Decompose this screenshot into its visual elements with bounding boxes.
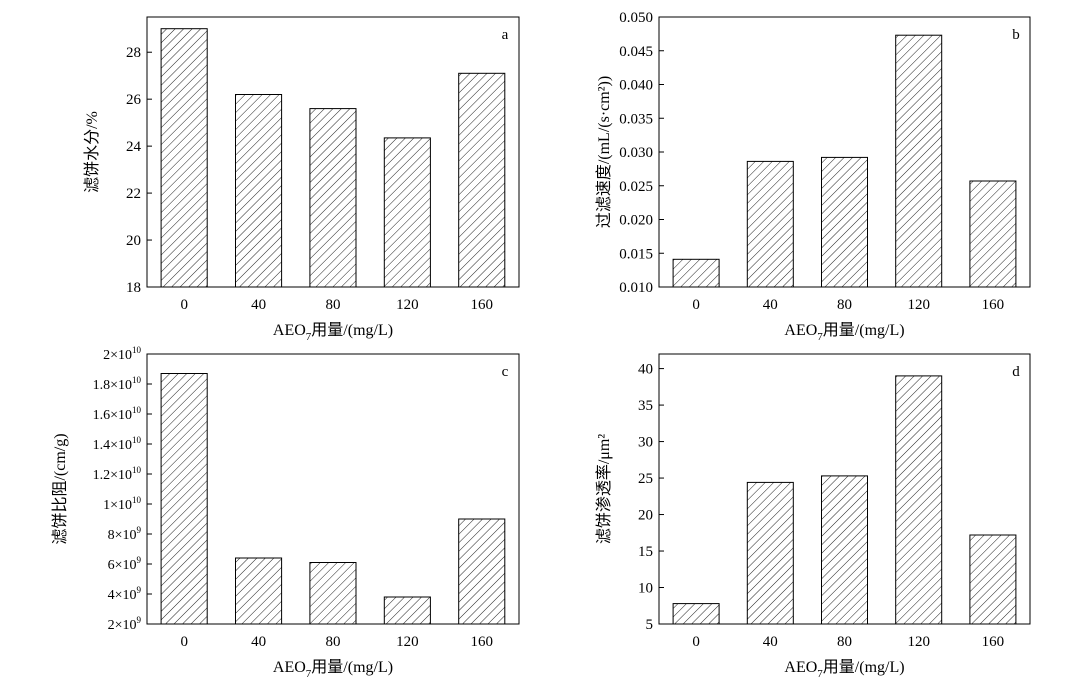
x-tick-label: 80 [326, 297, 341, 313]
x-tick-label: 120 [907, 297, 930, 313]
y-tick-label: 2×109 [108, 615, 142, 633]
y-tick-label: 1.6×1010 [93, 405, 142, 423]
panel-letter: d [1012, 364, 1020, 380]
y-tick-label: 0.050 [619, 10, 653, 26]
bar-40 [746, 160, 794, 288]
x-tick-label: 120 [396, 297, 419, 313]
bar-0 [672, 258, 720, 288]
bar-40 [746, 481, 794, 625]
y-tick-label: 0.020 [619, 213, 653, 229]
bar-80 [821, 156, 868, 288]
y-tick-label: 1.8×1010 [93, 375, 142, 393]
panel-c: c 0 40 80 120 160 2×109 4×109 6×109 8×109 1×1010 1.… [51, 345, 520, 680]
y-tick-label: 1.2×1010 [93, 465, 142, 483]
y-tick-label: 20 [638, 508, 653, 524]
y-tick-label: 40 [638, 362, 653, 378]
y-tick-label: 28 [126, 45, 141, 61]
panel-b: b 0 40 80 120 160 0.010 0.015 0.020 0.025 0.030 0.0… [595, 10, 1031, 343]
x-axis-label: AEO7用量/(mg/L) [784, 322, 904, 343]
y-tick-label: 1.4×1010 [93, 435, 142, 453]
bar-40 [235, 557, 283, 625]
y-tick-label: 0.015 [619, 246, 653, 262]
x-tick-label: 0 [180, 297, 188, 313]
x-axis-label: AEO7用量/(mg/L) [273, 322, 393, 343]
bar-160 [458, 72, 506, 288]
bar-40 [235, 94, 283, 288]
y-tick-label: 18 [126, 280, 141, 296]
panel-letter: c [502, 364, 509, 380]
y-tick-label: 0.030 [619, 145, 653, 161]
y-tick-label: 35 [638, 398, 653, 414]
x-tick-label: 160 [471, 634, 494, 650]
y-tick-label: 4×109 [108, 585, 142, 603]
x-tick-label: 80 [326, 634, 341, 650]
x-tick-label: 40 [251, 634, 266, 650]
y-tick-label: 0.045 [619, 44, 653, 60]
bar-120 [895, 34, 943, 288]
y-tick-label: 20 [126, 233, 141, 249]
bar-120 [383, 596, 431, 625]
y-axis-label: 滤饼水分/% [83, 111, 101, 193]
y-axis-label: 滤饼比阻/(cm/g) [51, 433, 69, 544]
bar-0 [160, 28, 208, 288]
bar-80 [821, 475, 868, 625]
y-tick-label: 10 [638, 581, 653, 597]
y-tick-label: 0.040 [619, 78, 653, 94]
y-axis-label: 过滤速度/(mL/(s·cm²)) [595, 76, 613, 228]
y-tick-label: 8×109 [108, 525, 142, 543]
x-tick-label: 80 [837, 297, 852, 313]
panel-letter: a [502, 27, 509, 43]
x-tick-label: 40 [763, 634, 778, 650]
bar-80 [309, 108, 357, 288]
y-tick-label: 5 [646, 617, 654, 633]
x-tick-label: 80 [837, 634, 852, 650]
y-tick-label: 0.010 [619, 280, 653, 296]
panel-d: d 0 40 80 120 160 5 10 15 20 25 30 35 40 AEO7用量/(mg/L)… [595, 353, 1031, 680]
x-tick-label: 0 [692, 297, 700, 313]
x-tick-label: 0 [180, 634, 188, 650]
x-tick-label: 160 [982, 297, 1005, 313]
x-tick-label: 160 [471, 297, 494, 313]
y-tick-label: 2×1010 [103, 345, 141, 363]
bar-0 [160, 373, 208, 625]
y-tick-label: 6×109 [108, 555, 142, 573]
x-tick-label: 120 [396, 634, 419, 650]
x-tick-label: 40 [763, 297, 778, 313]
x-tick-label: 0 [692, 634, 700, 650]
panel-a: a 0 40 80 120 160 18 20 22 24 26 28 AEO7用量/(mg/L) 滤饼水… [83, 16, 520, 343]
y-tick-label: 22 [126, 186, 141, 202]
y-tick-label: 24 [126, 139, 142, 155]
panel-letter: b [1012, 27, 1020, 43]
bar-80 [309, 562, 357, 625]
y-tick-label: 0.035 [619, 111, 653, 127]
y-tick-label: 26 [126, 92, 142, 108]
bar-0 [672, 603, 720, 625]
y-axis-label: 滤饼渗透率/μm² [595, 434, 613, 544]
x-axis-label: AEO7用量/(mg/L) [273, 659, 393, 680]
y-tick-label: 30 [638, 435, 653, 451]
x-axis-label: AEO7用量/(mg/L) [784, 659, 904, 680]
x-tick-label: 40 [251, 297, 266, 313]
bar-120 [383, 137, 431, 288]
bar-120 [895, 375, 943, 625]
y-tick-label: 1×1010 [103, 495, 141, 513]
y-tick-label: 0.025 [619, 179, 653, 195]
bar-160 [969, 180, 1017, 288]
bar-160 [969, 534, 1017, 625]
y-tick-label: 15 [638, 544, 653, 560]
y-tick-label: 25 [638, 471, 653, 487]
bar-160 [458, 518, 506, 625]
x-tick-label: 120 [907, 634, 930, 650]
x-tick-label: 160 [982, 634, 1005, 650]
